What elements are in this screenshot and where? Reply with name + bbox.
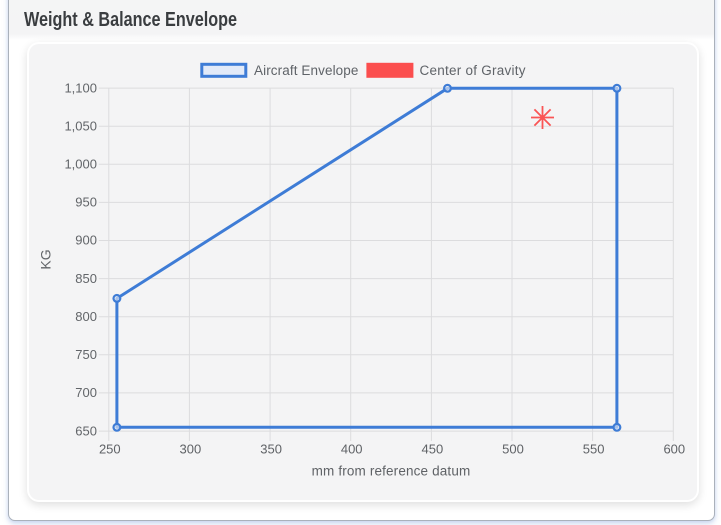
svg-text:250: 250	[99, 442, 121, 457]
svg-text:Aircraft Envelope: Aircraft Envelope	[254, 63, 359, 78]
svg-text:1,050: 1,050	[64, 118, 97, 133]
svg-text:950: 950	[75, 195, 97, 210]
svg-text:300: 300	[180, 442, 202, 457]
svg-text:400: 400	[341, 442, 363, 457]
svg-text:900: 900	[75, 233, 97, 248]
svg-text:KG: KG	[37, 249, 53, 269]
svg-text:600: 600	[663, 442, 685, 457]
svg-text:Center of Gravity: Center of Gravity	[420, 63, 526, 78]
svg-text:350: 350	[260, 442, 282, 457]
svg-text:550: 550	[583, 442, 605, 457]
svg-text:800: 800	[75, 309, 97, 324]
svg-text:1,000: 1,000	[64, 157, 97, 172]
svg-text:650: 650	[75, 423, 97, 438]
svg-text:mm from reference datum: mm from reference datum	[312, 464, 471, 479]
svg-text:850: 850	[75, 271, 97, 286]
svg-text:450: 450	[422, 442, 444, 457]
svg-text:500: 500	[502, 442, 524, 457]
svg-text:1,100: 1,100	[64, 80, 97, 95]
svg-text:700: 700	[75, 385, 97, 400]
svg-text:750: 750	[75, 347, 97, 362]
